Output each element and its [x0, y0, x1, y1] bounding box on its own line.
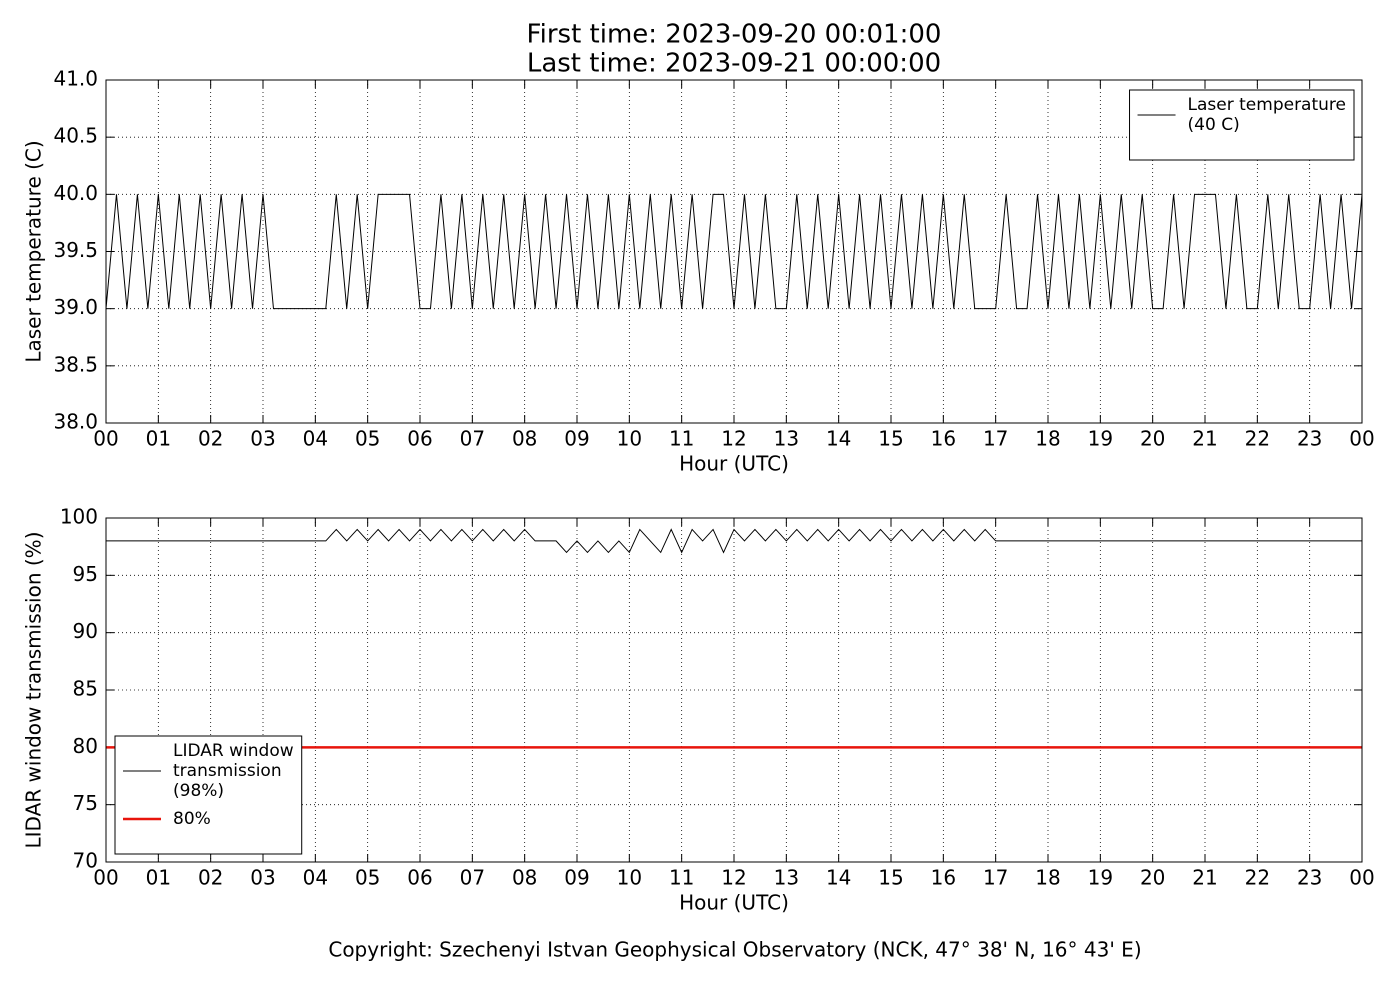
plot-frame [105, 517, 1363, 863]
y-tick-label: 39.0 [53, 295, 98, 319]
x-tick-label: 07 [460, 866, 485, 890]
x-tick-label: 04 [303, 866, 328, 890]
y-tick-label: 40.0 [53, 181, 98, 205]
x-tick-label: 07 [460, 427, 485, 451]
y-tick-label: 100 [60, 505, 98, 529]
x-tick-label: 19 [1088, 866, 1113, 890]
y-tick-label: 90 [73, 619, 98, 643]
x-tick-label: 21 [1192, 427, 1217, 451]
footer: Copyright: Szechenyi Istvan Geophysical … [328, 938, 1141, 962]
x-tick-label: 02 [198, 866, 223, 890]
x-tick-label: 04 [303, 427, 328, 451]
x-tick-label: 15 [878, 866, 903, 890]
data-line [106, 528, 1362, 554]
legend-box [1129, 89, 1355, 161]
x-tick-label: 03 [250, 427, 275, 451]
y-tick-label: 80 [73, 734, 98, 758]
x-tick-label: 05 [355, 427, 380, 451]
x-tick-label: 10 [617, 866, 642, 890]
x-tick-label: 10 [617, 427, 642, 451]
x-tick-label: 12 [721, 866, 746, 890]
x-tick-label: 18 [1035, 866, 1060, 890]
x-tick-label: 01 [146, 866, 171, 890]
x-tick-label: 20 [1140, 427, 1165, 451]
x-tick-label: 22 [1245, 427, 1270, 451]
x-tick-label: 16 [931, 427, 956, 451]
x-tick-label: 00 [1349, 866, 1374, 890]
x-tick-label: 06 [407, 866, 432, 890]
legend-label: 80% [173, 809, 211, 829]
y-tick-label: 39.5 [53, 238, 98, 262]
legend-box [114, 735, 303, 855]
x-tick-label: 13 [774, 427, 799, 451]
x-tick-label: 20 [1140, 866, 1165, 890]
x-tick-label: 23 [1297, 866, 1322, 890]
x-tick-label: 15 [878, 427, 903, 451]
legend: Laser temperature (40 C) [1129, 89, 1355, 161]
x-tick-label: 09 [564, 427, 589, 451]
y-axis-label: LIDAR window transmission (%) [22, 532, 46, 849]
chart-title: First time: 2023-09-20 00:01:00 [527, 20, 942, 50]
x-tick-label: 05 [355, 866, 380, 890]
x-tick-label: 17 [983, 427, 1008, 451]
y-tick-label: 85 [73, 677, 98, 701]
x-tick-label: 03 [250, 866, 275, 890]
x-tick-label: 00 [93, 866, 118, 890]
x-axis-label: Hour (UTC) [679, 891, 789, 915]
x-tick-label: 00 [93, 427, 118, 451]
y-tick-label: 38.0 [53, 410, 98, 434]
x-tick-label: 23 [1297, 427, 1322, 451]
y-tick-label: 95 [73, 562, 98, 586]
chart-subtitle: Last time: 2023-09-21 00:00:00 [527, 49, 941, 79]
y-tick-label: 38.5 [53, 352, 98, 376]
x-tick-label: 06 [407, 427, 432, 451]
data-line [105, 193, 1363, 310]
legend: LIDAR window transmission (98%) 80% [114, 735, 303, 855]
x-tick-label: 13 [774, 866, 799, 890]
x-axis-label: Hour (UTC) [679, 452, 789, 476]
x-tick-label: 08 [512, 866, 537, 890]
x-tick-label: 14 [826, 866, 851, 890]
x-tick-label: 18 [1035, 427, 1060, 451]
x-tick-label: 14 [826, 427, 851, 451]
x-tick-label: 09 [564, 866, 589, 890]
y-tick-label: 41.0 [53, 67, 98, 91]
x-tick-label: 12 [721, 427, 746, 451]
x-tick-label: 08 [512, 427, 537, 451]
y-tick-label: 40.5 [53, 124, 98, 148]
x-tick-label: 19 [1088, 427, 1113, 451]
legend-label: LIDAR window transmission (98%) [173, 741, 294, 801]
x-tick-label: 16 [931, 866, 956, 890]
legend-label: Laser temperature (40 C) [1188, 95, 1346, 135]
x-tick-label: 17 [983, 866, 1008, 890]
x-tick-label: 01 [146, 427, 171, 451]
plot-frame [105, 79, 1363, 424]
y-axis-label: Laser temperature (C) [22, 140, 46, 362]
x-tick-label: 11 [669, 866, 694, 890]
x-tick-label: 00 [1349, 427, 1374, 451]
y-tick-label: 70 [73, 849, 98, 873]
y-tick-label: 75 [73, 791, 98, 815]
x-tick-label: 22 [1245, 866, 1270, 890]
x-tick-label: 02 [198, 427, 223, 451]
x-tick-label: 11 [669, 427, 694, 451]
x-tick-label: 21 [1192, 866, 1217, 890]
